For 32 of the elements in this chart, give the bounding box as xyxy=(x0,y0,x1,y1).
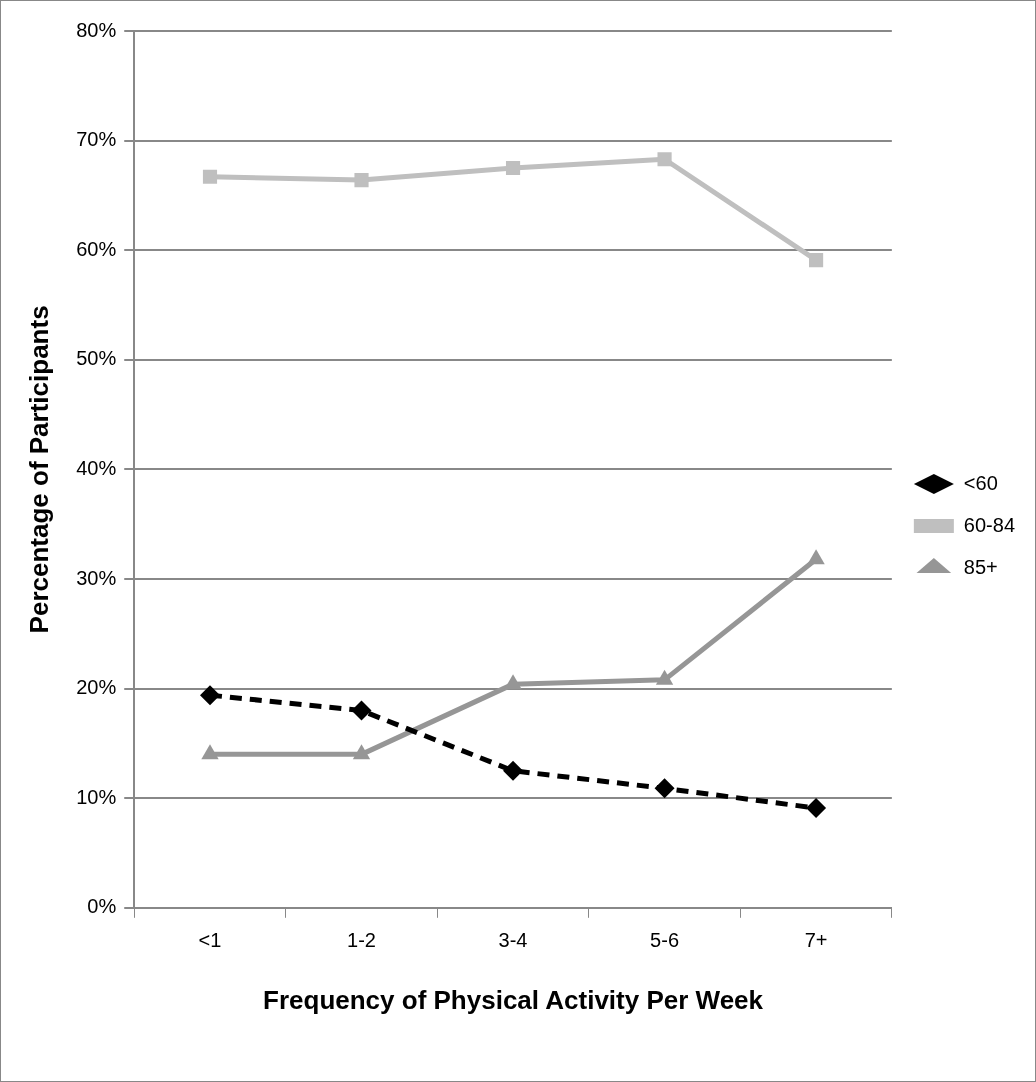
y-tick-label: 30% xyxy=(76,566,117,589)
point xyxy=(199,685,220,706)
point xyxy=(806,798,827,819)
point xyxy=(351,700,372,721)
point xyxy=(505,160,521,176)
x-tick-label: 7+ xyxy=(804,929,828,952)
y-tick-label: 40% xyxy=(76,456,117,479)
point xyxy=(503,760,524,781)
point xyxy=(657,152,672,167)
y-axis-title: Percentage of Participants xyxy=(23,305,54,634)
y-tick-label: 60% xyxy=(76,237,117,260)
y-tick-label: 70% xyxy=(76,128,117,151)
x-tick-label: 3-4 xyxy=(498,929,528,952)
point xyxy=(809,252,824,268)
x-tick-label: <1 xyxy=(198,929,222,952)
legend-label: <60 xyxy=(963,471,998,494)
x-tick-label: 1-2 xyxy=(347,929,376,952)
y-tick-label: 20% xyxy=(76,676,117,699)
y-tick-label: 10% xyxy=(76,785,117,808)
point xyxy=(654,778,675,799)
point xyxy=(352,744,371,760)
point xyxy=(202,169,218,184)
point xyxy=(807,549,825,565)
x-axis-title: Frequency of Physical Activity Per Week xyxy=(263,984,764,1015)
point xyxy=(354,172,369,188)
legend-label: 60-84 xyxy=(963,513,1015,536)
y-tick-label: 80% xyxy=(76,18,117,41)
point xyxy=(201,744,219,760)
y-tick-label: 0% xyxy=(87,895,117,918)
x-tick-label: 5-6 xyxy=(650,929,680,952)
legend-label: 85+ xyxy=(963,555,998,578)
y-tick-label: 50% xyxy=(76,347,117,370)
